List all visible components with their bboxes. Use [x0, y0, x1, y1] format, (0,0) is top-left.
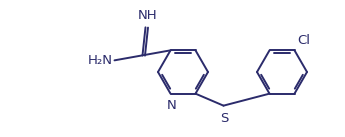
Text: Cl: Cl — [297, 34, 310, 47]
Text: NH: NH — [138, 9, 157, 22]
Text: H₂N: H₂N — [88, 54, 112, 67]
Text: S: S — [220, 112, 229, 125]
Text: N: N — [167, 99, 176, 112]
